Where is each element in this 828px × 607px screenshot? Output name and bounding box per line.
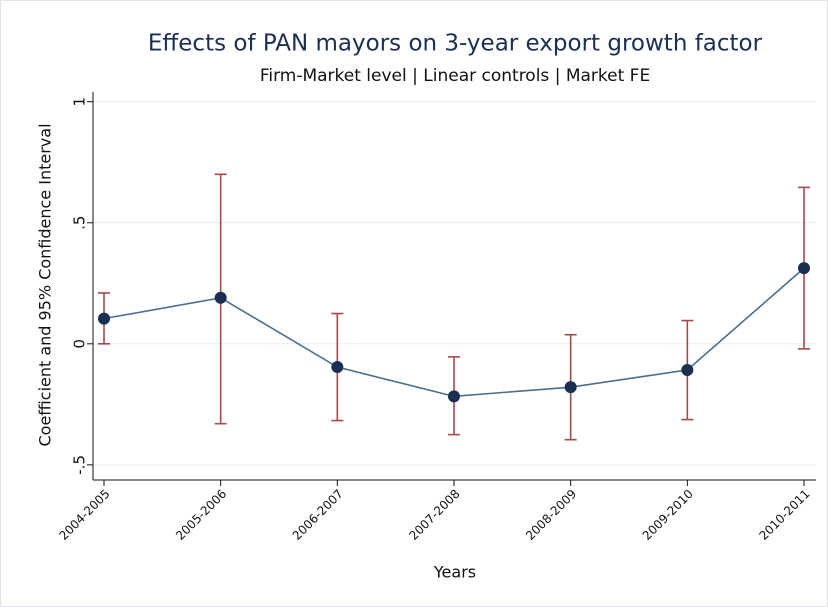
point: [681, 363, 694, 376]
point: [448, 390, 460, 403]
y-tick-label: 1: [71, 97, 89, 107]
point: [98, 312, 110, 325]
y-tick-label: -.5: [71, 455, 89, 475]
y-tick-label: 0: [71, 339, 89, 349]
y-tick-label: .5: [71, 216, 89, 230]
point: [564, 381, 577, 394]
chart-subtitle: Firm-Market level | Linear controls | Ma…: [260, 66, 650, 86]
point: [331, 361, 344, 374]
x-axis-label: Years: [433, 563, 476, 582]
chart-title: Effects of PAN mayors on 3-year export g…: [148, 31, 763, 57]
point: [214, 291, 227, 304]
point: [798, 262, 810, 275]
y-axis-label: Coefficient and 95% Confidence Interval: [36, 123, 55, 446]
